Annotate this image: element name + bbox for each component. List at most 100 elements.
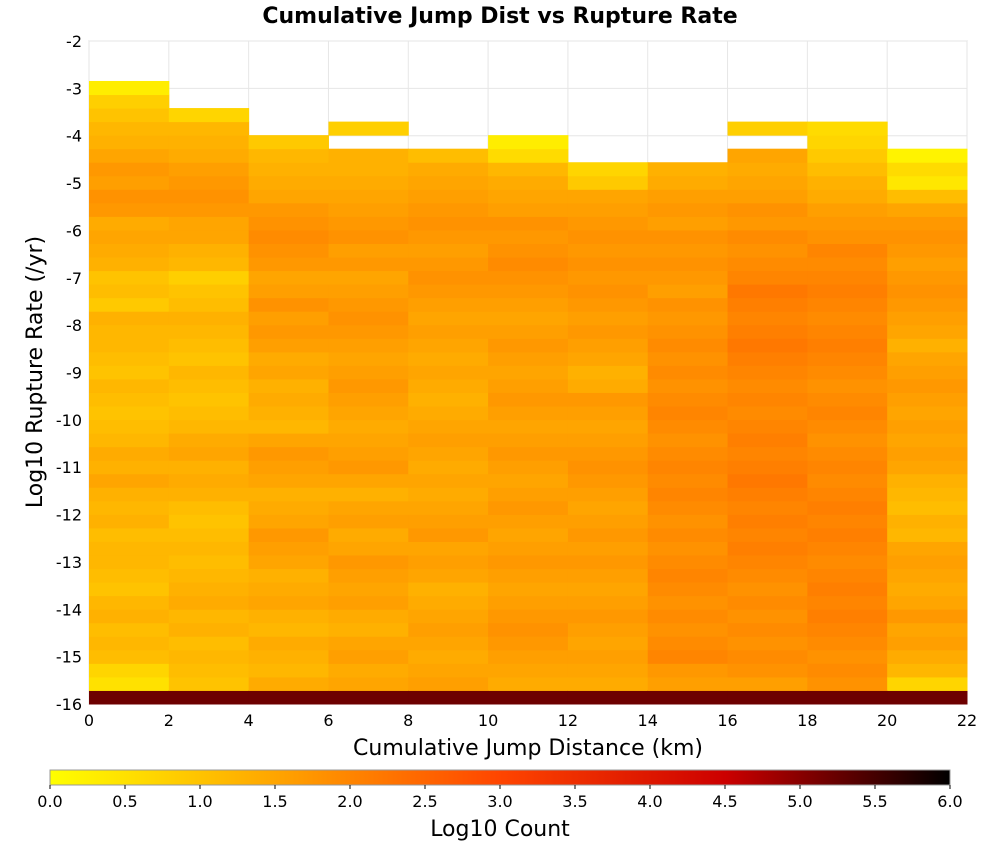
heatmap-cell: [168, 460, 250, 475]
heatmap-cell: [248, 446, 329, 461]
heatmap-cell: [168, 527, 250, 542]
heatmap-cell: [807, 690, 888, 705]
heatmap-cell: [488, 135, 569, 150]
heatmap-cell: [168, 636, 250, 651]
heatmap-cell: [567, 338, 649, 353]
chart-title: Cumulative Jump Dist vs Rupture Rate: [262, 4, 737, 29]
heatmap-cell: [887, 500, 968, 515]
heatmap-cell: [727, 676, 808, 691]
heatmap-cell: [567, 636, 649, 651]
heatmap-cell: [248, 351, 329, 366]
heatmap-cell: [647, 324, 729, 339]
y-tick-label: -6: [66, 221, 82, 240]
heatmap-cell: [488, 162, 569, 177]
heatmap-cell: [248, 433, 329, 448]
heatmap-cell: [887, 284, 968, 299]
heatmap-cell: [727, 582, 808, 597]
heatmap-cell: [488, 487, 569, 502]
heatmap-cell: [887, 636, 968, 651]
heatmap-cell: [647, 514, 729, 529]
y-tick-label: -7: [66, 269, 82, 288]
heatmap-cell: [807, 541, 888, 556]
heatmap-cell: [328, 636, 409, 651]
heatmap-cell: [408, 595, 489, 610]
heatmap-cell: [89, 514, 170, 529]
heatmap-cell: [807, 649, 888, 664]
heatmap-cell: [887, 527, 968, 542]
heatmap-cell: [647, 229, 729, 244]
y-axis-ticks: -2 -3 -4 -5 -6 -7 -8 -9 -10 -11 -12 -13 -14 -15 -16: [56, 32, 82, 714]
y-tick-label: -13: [56, 553, 82, 572]
heatmap-cell: [488, 392, 569, 407]
heatmap-cell: [567, 446, 649, 461]
y-tick-label: -15: [56, 648, 82, 667]
heatmap-cell: [567, 324, 649, 339]
heatmap-cell: [328, 595, 409, 610]
heatmap-cell: [248, 582, 329, 597]
heatmap-cell: [807, 324, 888, 339]
heatmap-cell: [408, 460, 489, 475]
heatmap-cell: [727, 690, 808, 705]
x-tick-label: 14: [638, 711, 658, 730]
heatmap-cell: [89, 487, 170, 502]
x-tick-label: 22: [957, 711, 977, 730]
heatmap-cell: [89, 446, 170, 461]
heatmap-cell: [168, 202, 250, 217]
heatmap-cell: [328, 257, 409, 272]
heatmap-cell: [727, 446, 808, 461]
heatmap-cell: [408, 500, 489, 515]
heatmap-cell: [248, 378, 329, 393]
heatmap-cell: [488, 609, 569, 624]
heatmap-cell: [647, 243, 729, 258]
heatmap-cell: [89, 433, 170, 448]
heatmap-cell: [567, 175, 649, 190]
x-tick-label: 2: [164, 711, 174, 730]
heatmap-cell: [168, 500, 250, 515]
heatmap-cell: [647, 676, 729, 691]
heatmap-cell: [168, 351, 250, 366]
heatmap-cell: [647, 460, 729, 475]
heatmap-cell: [727, 121, 808, 136]
heatmap-cell: [887, 460, 968, 475]
x-axis-ticks: 0 2 4 6 8 10 12 14 16 18 20 22: [84, 711, 977, 730]
heatmap-cell: [727, 541, 808, 556]
heatmap-cell: [887, 162, 968, 177]
heatmap-cell: [328, 392, 409, 407]
heatmap-cell: [887, 257, 968, 272]
heatmap-cell: [408, 676, 489, 691]
heatmap-cell: [567, 609, 649, 624]
heatmap-cell: [488, 649, 569, 664]
heatmap-cell: [887, 229, 968, 244]
heatmap-cell: [168, 663, 250, 678]
y-tick-label: -5: [66, 174, 82, 193]
heatmap-cell: [807, 636, 888, 651]
heatmap-cell: [647, 270, 729, 285]
heatmap-cell: [807, 609, 888, 624]
heatmap-cell: [567, 514, 649, 529]
heatmap-cell: [168, 487, 250, 502]
heatmap-cell: [248, 663, 329, 678]
heatmap-cell: [408, 162, 489, 177]
heatmap-cell: [567, 555, 649, 570]
heatmap-cell: [248, 311, 329, 326]
heatmap-cell: [807, 555, 888, 570]
heatmap-cell: [248, 676, 329, 691]
heatmap-cell: [408, 609, 489, 624]
heatmap-cell: [328, 487, 409, 502]
heatmap-cell: [488, 311, 569, 326]
heatmap-cell: [168, 690, 250, 705]
heatmap-cell: [248, 487, 329, 502]
heatmap-cell: [647, 541, 729, 556]
heatmap-cell: [408, 311, 489, 326]
heatmap-cell: [248, 568, 329, 583]
colorbar-tick-label: 6.0: [937, 792, 962, 811]
heatmap-cell: [248, 419, 329, 434]
heatmap-cell: [488, 460, 569, 475]
x-axis-label: Cumulative Jump Distance (km): [353, 736, 703, 761]
heatmap-cell: [328, 622, 409, 637]
heatmap-cell: [807, 622, 888, 637]
heatmap-cell: [807, 663, 888, 678]
heatmap-cell: [89, 676, 170, 691]
y-tick-label: -14: [56, 600, 82, 619]
heatmap-cell: [248, 473, 329, 488]
